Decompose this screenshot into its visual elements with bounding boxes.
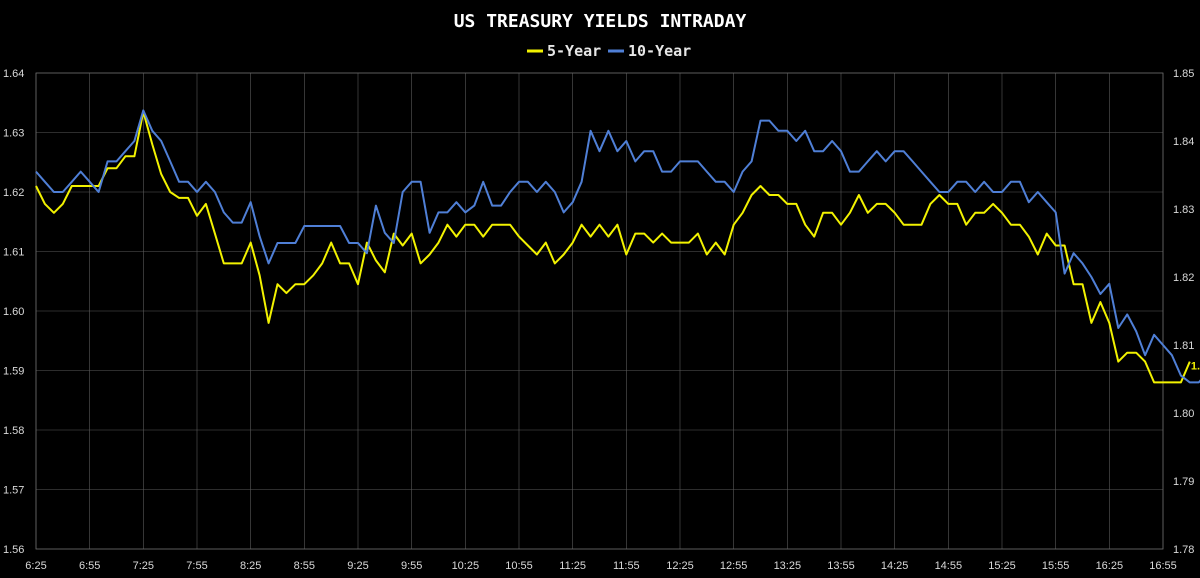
x-tick-label: 15:55 — [1042, 560, 1070, 572]
x-tick-label: 9:25 — [347, 560, 368, 572]
right-tick-label: 1.80 — [1173, 408, 1194, 420]
x-tick-label: 14:25 — [881, 560, 909, 572]
series-line-5-year — [35, 110, 1191, 384]
x-tick-label: 7:55 — [186, 560, 207, 572]
legend-label: 10-Year — [628, 42, 691, 60]
x-tick-label: 12:55 — [720, 560, 748, 572]
right-tick-label: 1.84 — [1173, 136, 1194, 148]
right-tick-label: 1.81 — [1173, 340, 1194, 352]
left-tick-label: 1.61 — [3, 247, 24, 259]
left-tick-label: 1.57 — [3, 485, 24, 497]
left-tick-label: 1.59 — [3, 366, 24, 378]
right-tick-label: 1.82 — [1173, 272, 1194, 284]
left-axis-ticks: 1.56 1.57 1.58 1.59 1.60 1.61 1.62 1.63 1.64 — [3, 68, 24, 556]
series-line-10-year — [35, 109, 1200, 384]
x-tick-label: 13:25 — [774, 560, 802, 572]
right-tick-label: 1.85 — [1173, 68, 1194, 80]
end-value-label: 1.5915 — [1191, 361, 1200, 373]
left-tick-label: 1.64 — [3, 68, 24, 80]
x-tick-label: 9:55 — [401, 560, 422, 572]
left-tick-label: 1.58 — [3, 425, 24, 437]
series-end-labels: 1.59151.8111 — [1191, 361, 1200, 373]
plot-frame — [35, 72, 1164, 550]
chart-legend: 5-Year 10-Year — [527, 42, 691, 60]
x-axis-ticks: 6:25 6:55 7:25 7:55 8:25 8:55 9:25 9:55 10:25 10:… — [25, 560, 1176, 572]
x-tick-label: 10:55 — [505, 560, 533, 572]
x-tick-label: 12:25 — [666, 560, 694, 572]
series-lines — [35, 109, 1200, 384]
left-tick-label: 1.63 — [3, 128, 24, 140]
right-axis-ticks: 1.78 1.79 1.80 1.81 1.82 1.83 1.84 1.85 — [1173, 68, 1194, 556]
right-tick-label: 1.83 — [1173, 204, 1194, 216]
x-tick-label: 8:55 — [294, 560, 315, 572]
x-tick-label: 8:25 — [240, 560, 261, 572]
x-tick-label: 14:55 — [935, 560, 963, 572]
legend-label: 5-Year — [547, 42, 601, 60]
left-tick-label: 1.60 — [3, 306, 24, 318]
x-tick-label: 15:25 — [988, 560, 1016, 572]
x-tick-label: 6:25 — [25, 560, 46, 572]
left-tick-label: 1.62 — [3, 187, 24, 199]
x-tick-label: 16:25 — [1096, 560, 1124, 572]
right-tick-label: 1.78 — [1173, 544, 1194, 556]
x-tick-label: 11:55 — [613, 560, 640, 572]
x-tick-label: 13:55 — [827, 560, 855, 572]
right-tick-label: 1.79 — [1173, 476, 1194, 488]
chart-title: US TREASURY YIELDS INTRADAY — [454, 11, 747, 32]
x-tick-label: 6:55 — [79, 560, 100, 572]
x-tick-label: 7:25 — [133, 560, 154, 572]
left-tick-label: 1.56 — [3, 544, 24, 556]
x-tick-label: 10:25 — [452, 560, 480, 572]
x-tick-label: 16:55 — [1149, 560, 1177, 572]
x-tick-label: 11:25 — [559, 560, 586, 572]
grid-lines — [35, 72, 1164, 550]
